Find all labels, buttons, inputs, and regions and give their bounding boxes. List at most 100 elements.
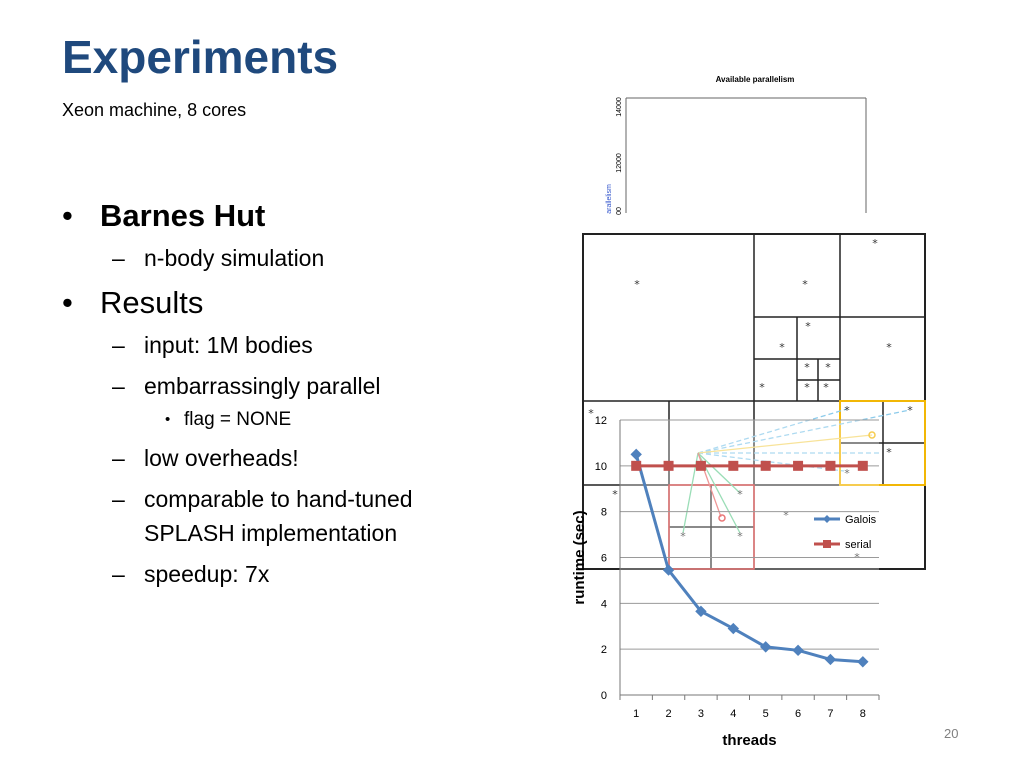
data-point-galois (630, 448, 642, 461)
data-point-serial (663, 460, 674, 471)
data-point-galois (727, 622, 740, 635)
bullet-item-level-2: – speedup: 7x (62, 557, 492, 591)
x-tick-label: 7 (827, 708, 833, 720)
data-point-serial (793, 460, 804, 471)
data-point-galois (824, 653, 837, 666)
bullet-item-level-2: – input: 1M bodies (62, 328, 492, 362)
body-marker: * (886, 446, 892, 459)
body-marker: * (737, 488, 743, 501)
y-tick-label: 12 (595, 415, 607, 427)
data-point-galois (792, 644, 804, 657)
data-point-galois (695, 605, 707, 618)
body-marker: * (804, 381, 810, 394)
force-arrows-cyan (697, 408, 911, 472)
legend-swatch-marker (823, 540, 831, 548)
y-tick-label: 0 (601, 690, 607, 702)
y-axis-label: runtime (sec) (571, 510, 588, 604)
quadtree-highlight-cell-red (668, 484, 755, 570)
dash-marker: – (112, 245, 125, 271)
figure-area: Available parallelism 14000 12000 aralle… (560, 65, 1000, 765)
body-marker: * (907, 404, 913, 417)
bullet-list: • Barnes Hut – n-body simulation • Results – in… (62, 188, 492, 591)
data-point-serial (760, 460, 771, 471)
bullet-item-level-2: – low overheads! (62, 441, 492, 475)
dash-marker: – (112, 486, 125, 512)
bullet-marker: • (62, 285, 73, 320)
dash-marker: – (112, 561, 125, 587)
body-marker: * (805, 320, 811, 333)
background-plot-tick-label: 12000 (616, 153, 623, 173)
bullet-marker: • (62, 198, 73, 233)
y-tick-label: 10 (595, 461, 607, 473)
red-center-of-mass-marker (718, 514, 726, 522)
data-point-serial (728, 460, 739, 471)
body-marker: * (886, 341, 892, 354)
figure-svg: Available parallelism 14000 12000 aralle… (571, 75, 926, 749)
bullet-text: n-body simulation (144, 245, 325, 271)
bullet-item-level-1: • Results (62, 285, 492, 321)
dash-marker: – (112, 332, 125, 358)
x-tick-label: 5 (763, 708, 769, 720)
body-marker: * (802, 278, 808, 291)
body-marker: * (783, 509, 789, 522)
y-tick-label: 2 (601, 644, 607, 656)
body-marker: * (634, 278, 640, 291)
data-point-galois (857, 656, 869, 668)
y-tick-label: 8 (601, 507, 607, 519)
legend-swatch-marker (823, 515, 831, 523)
legend-label: Galois (845, 514, 877, 526)
slide-title: Experiments (62, 31, 339, 83)
data-point-galois (662, 564, 675, 576)
body-marker: * (588, 407, 594, 420)
quadtree-diagram: * * * * * * * * * * * * * * * * * * * * (582, 233, 926, 570)
bullet-text: low overheads! (144, 445, 299, 471)
bullet-item-level-2: – n-body simulation (62, 241, 492, 275)
background-plot-tick-label: 00 (616, 207, 623, 215)
body-marker: * (737, 530, 743, 543)
body-marker: * (804, 361, 810, 374)
bullet-text: speedup: 7x (144, 561, 270, 587)
y-tick-label: 4 (601, 598, 607, 610)
data-point-serial (825, 460, 836, 471)
x-tick-label: 6 (795, 708, 801, 720)
force-arrows-yellow (697, 434, 873, 454)
data-point-serial (857, 460, 868, 471)
bullet-text: Results (100, 285, 204, 320)
bodies: * * * * * * * * * * * * * * * * * * * * (588, 237, 913, 564)
legend-label: serial (845, 539, 871, 551)
data-point-serial (631, 460, 642, 471)
slide-subtitle: Xeon machine, 8 cores (62, 100, 247, 120)
series-line-galois (634, 453, 863, 664)
dash-marker: – (112, 373, 125, 399)
body-marker: * (844, 467, 850, 480)
x-tick-label: 8 (860, 708, 866, 720)
body-marker: * (779, 341, 785, 354)
body-marker: * (825, 361, 831, 374)
dash-marker: – (112, 445, 125, 471)
body-marker: * (844, 404, 850, 417)
yellow-center-of-mass-marker (868, 431, 876, 439)
x-tick-label: 2 (666, 708, 672, 720)
bullet-item-level-2: – comparable to hand-tuned SPLASH impleme… (62, 482, 492, 550)
x-axis-label: threads (722, 732, 776, 749)
body-marker: * (612, 488, 618, 501)
data-point-serial (695, 460, 706, 471)
bullet-text: flag = NONE (184, 409, 292, 430)
data-point-galois (759, 641, 772, 653)
bullet-item-level-1: • Barnes Hut (62, 198, 492, 234)
background-plot-tick-label: 14000 (616, 97, 623, 117)
y-tick-label: 6 (601, 553, 607, 565)
body-marker: * (759, 381, 765, 394)
x-tick-label: 4 (730, 708, 736, 720)
background-plot-axis-label: arallelism (606, 184, 613, 214)
background-plot-title: Available parallelism (716, 75, 795, 84)
bullet-text: embarrassingly parallel (144, 373, 381, 399)
bullet-item-level-3: • flag = NONE (62, 406, 492, 434)
quadtree-highlight-cell-yellow (839, 400, 926, 486)
body-marker: * (680, 530, 686, 543)
bullet-text: input: 1M bodies (144, 332, 313, 358)
page-number: 20 (944, 726, 959, 741)
bullet-text: comparable to hand-tuned SPLASH implemen… (144, 486, 413, 546)
background-plot: Available parallelism 14000 12000 aralle… (606, 75, 867, 215)
